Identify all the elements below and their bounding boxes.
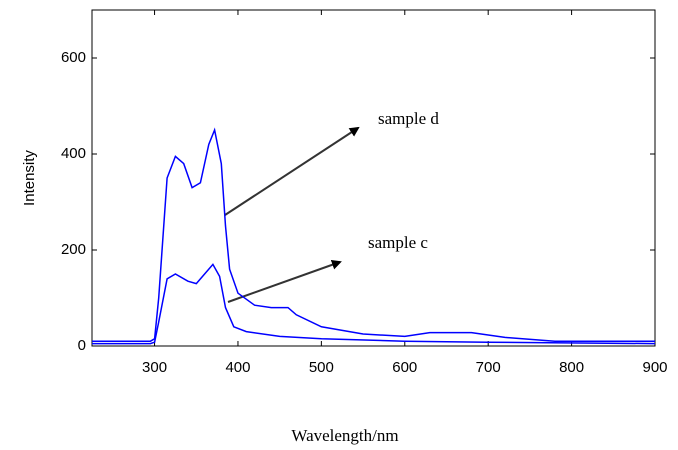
x-tick-label: 700 [476,359,501,376]
x-tick-label: 900 [642,359,667,376]
x-tick-label: 800 [559,359,584,376]
annotation-arrow [224,126,360,216]
annotation-arrow [227,259,342,303]
x-tick-label: 600 [392,359,417,376]
x-axis-label: Wavelength/nm [291,426,398,445]
y-tick-label: 200 [61,241,86,258]
x-tick-label: 300 [142,359,167,376]
data-line [92,127,655,342]
x-tick-label: 500 [309,359,334,376]
data-line [92,263,656,345]
plot-frame [91,9,656,347]
y-axis-label: Intensity [21,150,38,206]
y-tick-label: 0 [78,337,86,354]
annotation: sample c [368,233,428,252]
annotation: sample d [378,109,439,128]
y-tick-label: 600 [61,49,86,66]
x-tick-label: 400 [225,359,250,376]
y-tick-label: 400 [61,145,86,162]
